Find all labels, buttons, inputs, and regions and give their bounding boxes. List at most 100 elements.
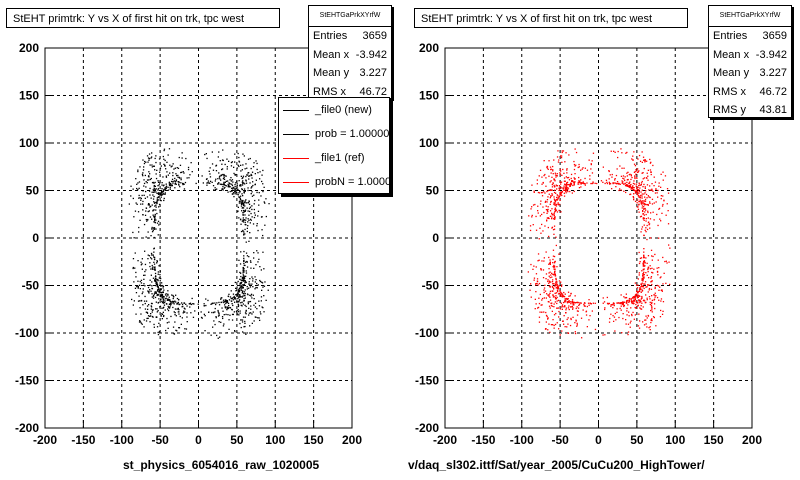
data-point bbox=[561, 306, 563, 308]
data-point bbox=[625, 293, 627, 295]
data-point bbox=[544, 290, 547, 292]
data-point bbox=[632, 188, 634, 191]
data-point bbox=[632, 303, 635, 305]
data-point bbox=[163, 193, 165, 195]
data-point bbox=[244, 316, 246, 318]
data-point bbox=[570, 177, 572, 180]
data-point bbox=[140, 264, 142, 266]
data-point bbox=[534, 308, 536, 310]
data-point bbox=[655, 188, 657, 190]
data-point bbox=[169, 300, 171, 302]
data-point bbox=[647, 255, 650, 257]
data-point bbox=[243, 298, 245, 300]
data-point bbox=[551, 305, 553, 307]
data-point bbox=[582, 167, 584, 169]
data-point bbox=[620, 189, 622, 191]
data-point bbox=[188, 303, 190, 305]
data-point bbox=[551, 276, 553, 278]
data-point bbox=[211, 302, 213, 305]
data-point bbox=[651, 203, 654, 205]
data-point bbox=[650, 173, 652, 176]
data-point bbox=[553, 266, 555, 268]
data-point bbox=[249, 260, 252, 262]
data-point bbox=[563, 177, 566, 179]
data-point bbox=[228, 182, 230, 184]
data-point bbox=[636, 191, 638, 193]
data-point bbox=[554, 172, 556, 174]
data-point bbox=[557, 198, 559, 201]
data-point bbox=[176, 174, 178, 177]
data-point bbox=[541, 195, 544, 197]
data-point bbox=[248, 240, 250, 242]
data-point bbox=[549, 262, 551, 264]
data-point bbox=[620, 302, 623, 304]
data-point bbox=[632, 155, 634, 157]
data-point bbox=[643, 177, 646, 179]
data-point bbox=[592, 181, 594, 183]
data-point bbox=[658, 182, 660, 184]
data-point bbox=[561, 305, 563, 307]
data-point bbox=[552, 182, 554, 184]
data-point bbox=[248, 301, 250, 303]
data-point bbox=[160, 289, 162, 291]
data-point bbox=[550, 302, 552, 304]
data-point bbox=[171, 178, 174, 180]
data-point bbox=[149, 262, 151, 264]
data-point bbox=[538, 302, 541, 305]
data-point bbox=[151, 258, 153, 260]
data-point bbox=[575, 319, 577, 321]
data-point bbox=[560, 281, 562, 283]
data-point bbox=[175, 183, 177, 185]
data-point bbox=[641, 290, 644, 292]
data-point bbox=[639, 301, 641, 304]
data-point bbox=[220, 321, 222, 323]
data-point bbox=[538, 282, 541, 285]
data-point bbox=[240, 205, 243, 207]
data-point bbox=[161, 296, 164, 299]
data-point bbox=[257, 229, 259, 232]
data-point bbox=[614, 179, 616, 181]
data-point bbox=[159, 192, 161, 195]
data-point bbox=[635, 173, 637, 175]
data-point bbox=[236, 184, 238, 187]
data-point bbox=[561, 151, 563, 154]
data-point bbox=[535, 273, 538, 275]
data-point bbox=[252, 166, 255, 168]
data-point bbox=[170, 182, 172, 185]
data-point bbox=[162, 301, 165, 303]
data-point bbox=[646, 228, 649, 231]
data-point bbox=[667, 210, 669, 212]
data-point bbox=[572, 308, 574, 310]
data-point bbox=[234, 193, 236, 195]
data-point bbox=[564, 184, 567, 186]
right-stats-box: StEHTGaPrkXYrfW Entries 3659 Mean x -3.942… bbox=[708, 5, 792, 118]
data-point bbox=[545, 200, 547, 202]
data-point bbox=[639, 307, 641, 309]
data-point bbox=[569, 185, 571, 187]
data-point bbox=[649, 158, 651, 161]
data-point bbox=[666, 262, 668, 264]
data-point bbox=[248, 172, 250, 174]
data-point bbox=[249, 222, 251, 224]
data-point bbox=[565, 309, 567, 311]
data-point bbox=[580, 317, 583, 319]
data-point bbox=[664, 260, 666, 263]
data-point bbox=[537, 260, 539, 262]
data-point bbox=[556, 194, 558, 196]
data-point bbox=[145, 186, 147, 188]
data-point bbox=[243, 276, 245, 278]
data-point bbox=[137, 182, 139, 184]
data-point bbox=[183, 310, 185, 312]
data-point bbox=[142, 209, 144, 211]
data-point bbox=[643, 268, 645, 270]
data-point bbox=[143, 278, 145, 280]
data-point bbox=[627, 301, 630, 303]
data-point bbox=[574, 178, 576, 180]
data-point bbox=[167, 186, 169, 188]
data-point bbox=[549, 166, 552, 168]
data-point bbox=[553, 184, 555, 187]
data-point bbox=[156, 282, 158, 284]
data-point bbox=[574, 173, 576, 175]
data-point bbox=[149, 178, 151, 181]
data-point bbox=[205, 153, 207, 155]
